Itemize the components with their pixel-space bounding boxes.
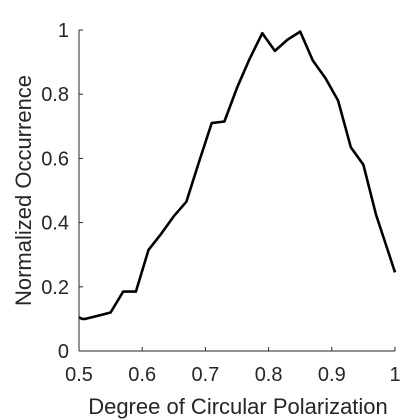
x-tick-label: 1 — [389, 364, 400, 386]
x-axis-label: Degree of Circular Polarization — [88, 394, 388, 419]
y-tick-label: 1 — [58, 20, 69, 42]
y-tick-label: 0.2 — [41, 277, 69, 299]
y-tick-label: 0.4 — [41, 213, 69, 235]
x-ticks: 0.5 0.6 0.7 0.8 0.9 1 — [65, 347, 401, 386]
plot-area — [78, 30, 397, 321]
x-tick-label: 0.6 — [128, 364, 156, 386]
x-tick-label: 0.8 — [255, 364, 283, 386]
x-tick-label: 0.9 — [318, 364, 346, 386]
y-tick-label: 0 — [58, 341, 69, 363]
x-tick-label: 0.7 — [191, 364, 219, 386]
y-tick-label: 0.6 — [41, 148, 69, 170]
y-axis-label: Normalized Occurrence — [11, 75, 36, 306]
y-ticks: 0 0.2 0.4 0.6 0.8 1 — [41, 20, 83, 363]
y-tick-label: 0.8 — [41, 84, 69, 106]
x-tick-label: 0.5 — [65, 364, 93, 386]
series-line — [78, 30, 397, 321]
